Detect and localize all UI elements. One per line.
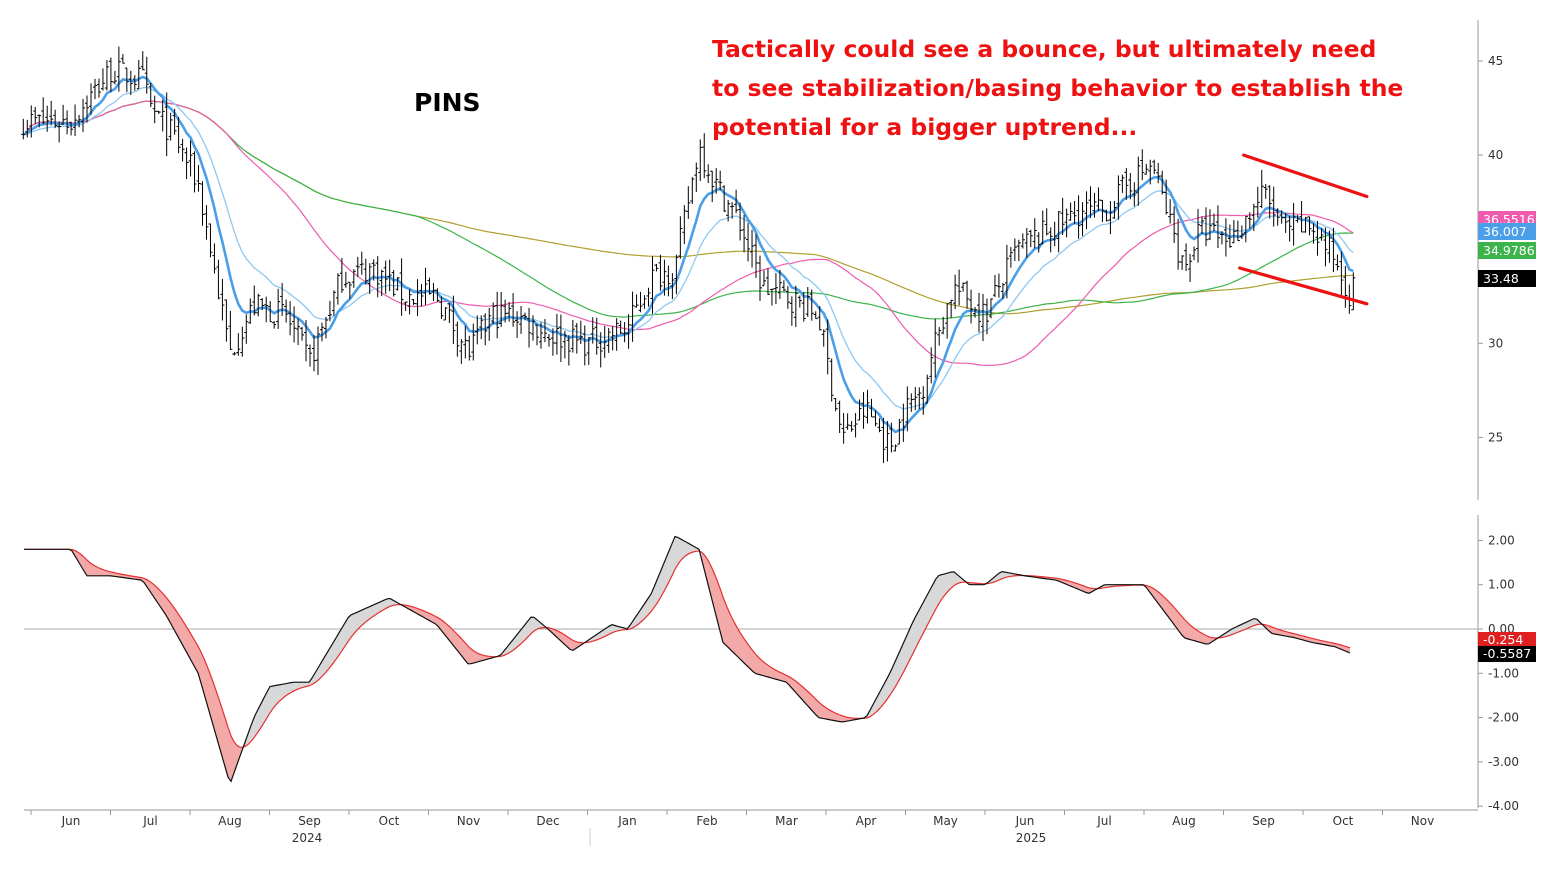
price-tag: 34.9786: [1478, 242, 1536, 259]
osc-tick-label: -4.00: [1488, 799, 1519, 813]
month-tick-label: Apr: [856, 814, 877, 828]
price-tick-label: 30: [1488, 336, 1503, 350]
price-tag-label: 36.007: [1483, 224, 1527, 239]
month-tick-label: Jun: [1015, 814, 1035, 828]
price-tick-label: 25: [1488, 430, 1503, 444]
annotation-line-2: to see stabilization/basing behavior to …: [712, 69, 1502, 108]
month-tick-label: Jul: [1096, 814, 1111, 828]
month-tick-label: Jan: [617, 814, 637, 828]
osc-tick-label: -1.00: [1488, 666, 1519, 680]
month-tick-label: Jul: [142, 814, 157, 828]
month-tick-label: Jun: [61, 814, 81, 828]
price-tag: 33.48: [1478, 270, 1536, 287]
osc-tick-label: -2.00: [1488, 711, 1519, 725]
osc-tag-signal: -0.254: [1478, 632, 1536, 647]
month-tick-label: Mar: [775, 814, 798, 828]
annotation-line-1: Tactically could see a bounce, but ultim…: [712, 30, 1502, 69]
osc-tick-label: 2.00: [1488, 533, 1515, 547]
year-label: 2025: [1016, 831, 1047, 845]
month-tick-label: Aug: [1172, 814, 1195, 828]
osc-tick-label: 1.00: [1488, 578, 1515, 592]
osc-tick-label: -3.00: [1488, 755, 1519, 769]
price-tag-label: 33.48: [1483, 271, 1519, 286]
month-tick-label: May: [933, 814, 958, 828]
oscillator-group: [24, 536, 1478, 781]
annotation-line-3: potential for a bigger uptrend...: [712, 108, 1502, 147]
price-tag-label: 34.9786: [1483, 243, 1535, 258]
chart-annotation: Tactically could see a bounce, but ultim…: [712, 30, 1502, 147]
osc-tag-label: -0.254: [1483, 632, 1523, 647]
osc-tag-label: -0.5587: [1483, 646, 1531, 661]
price-tick-label: 40: [1488, 148, 1503, 162]
year-label: 2024: [292, 831, 323, 845]
month-tick-label: Feb: [696, 814, 717, 828]
month-tick-label: Aug: [218, 814, 241, 828]
month-tick-label: Sep: [298, 814, 321, 828]
month-tick-label: Oct: [379, 814, 400, 828]
ticker-title: PINS: [414, 88, 481, 117]
osc-tag-oscillator: -0.5587: [1478, 646, 1536, 662]
price-tag: 36.007: [1478, 223, 1536, 240]
month-tick-label: Sep: [1252, 814, 1275, 828]
month-tick-label: Nov: [1411, 814, 1434, 828]
month-tick-label: Nov: [457, 814, 480, 828]
month-tick-label: Oct: [1333, 814, 1354, 828]
month-tick-label: Dec: [536, 814, 559, 828]
